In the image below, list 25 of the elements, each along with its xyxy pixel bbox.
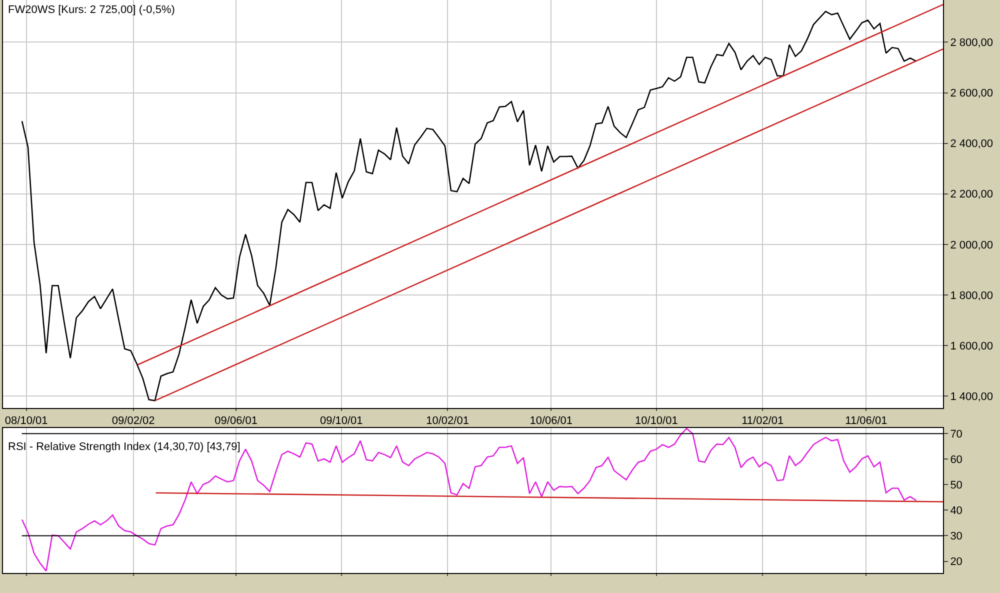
x-tick-label: 11/06/01 — [845, 415, 888, 428]
y-tick-label: 20 — [950, 556, 962, 568]
y-tick-label: 1 600,00 — [950, 340, 994, 352]
y-tick-label: 2 000,00 — [950, 239, 994, 252]
x-tick-label: 09/10/01 — [320, 415, 363, 428]
y-tick-label: 50 — [950, 480, 962, 492]
x-tick-label: 10/10/01 — [635, 415, 678, 428]
x-tick-label: 09/06/01 — [214, 415, 258, 428]
text: RSI - Relative Strength Index (14,30,70) [43,79] — [8, 441, 240, 453]
y-tick-label: 60 — [950, 454, 962, 466]
x-tick-label: 08/10/01 — [4, 415, 48, 428]
y-tick-label: 30 — [950, 530, 962, 543]
y-tick-label: 2 400,00 — [950, 138, 994, 150]
y-tick-label: 70 — [950, 428, 962, 440]
y-tick-label: 2 200,00 — [950, 188, 994, 201]
x-tick-label: 10/06/01 — [530, 415, 573, 428]
x-tick-label: 11/02/01 — [742, 415, 784, 428]
y-tick-label: 40 — [950, 505, 962, 518]
x-tick-label: 09/02/02 — [112, 415, 155, 428]
y-tick-label: 2 800,00 — [950, 37, 994, 50]
x-tick-label: 10/02/01 — [426, 415, 469, 428]
y-tick-label: 1 800,00 — [950, 290, 994, 302]
y-tick-label: 1 400,00 — [950, 390, 994, 403]
y-tick-label: 2 600,00 — [950, 88, 994, 100]
chart-title: FW20WS [Kurs: 2 725,00] (-0,5%) — [8, 4, 175, 16]
